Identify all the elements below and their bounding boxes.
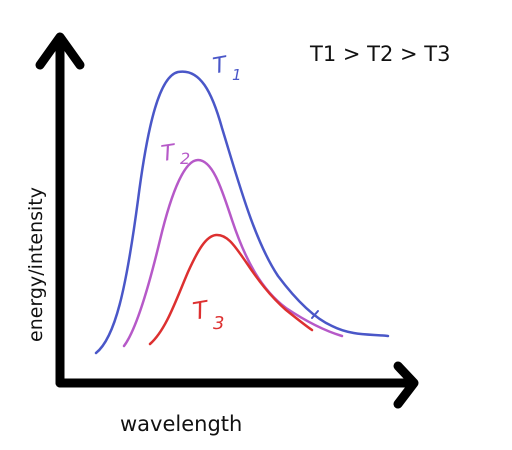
label-t1: T 1 (211, 52, 241, 84)
label-t1-sub: 1 (232, 66, 242, 84)
label-t3-sub: 3 (213, 313, 224, 334)
curve-t1-tick (311, 310, 319, 319)
axes (35, 32, 419, 409)
label-t2: T 2 (160, 140, 191, 168)
label-t3-main: T (191, 295, 213, 326)
label-t1-main: T (211, 52, 230, 79)
label-t3: T 3 (191, 295, 225, 334)
label-t2-sub: 2 (180, 149, 190, 168)
y-axis-label: energy/intensity (25, 187, 47, 342)
label-t2-main: T (160, 140, 178, 167)
x-axis-arrowhead (393, 361, 419, 409)
curve-t1 (94, 70, 390, 355)
x-axis-label: wavelength (120, 412, 242, 436)
curve-t2 (122, 158, 344, 348)
curve-t3 (148, 233, 314, 346)
y-axis-arrowhead (35, 32, 85, 70)
temperature-order-annotation: T1 > T2 > T3 (309, 42, 450, 66)
